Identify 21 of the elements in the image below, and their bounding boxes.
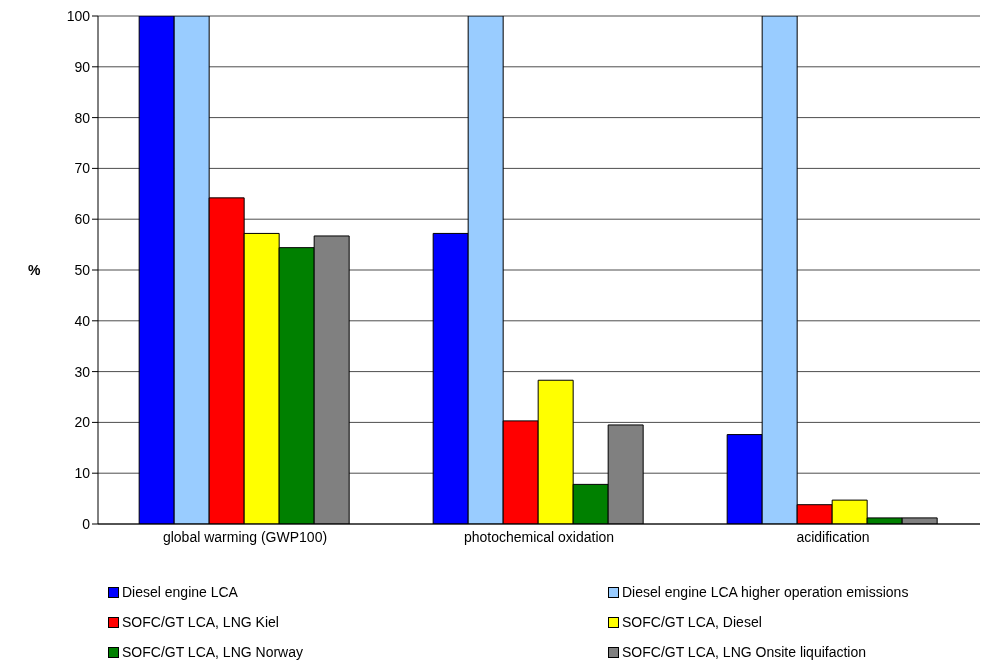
legend-label: Diesel engine LCA higher operation emissions bbox=[622, 584, 909, 600]
y-tick-label: 50 bbox=[74, 261, 91, 278]
x-tick-label: photochemical oxidation bbox=[463, 528, 615, 545]
y-tick-label: 90 bbox=[74, 58, 91, 75]
x-tick-label: acidification bbox=[796, 528, 870, 545]
y-tick-label: 0 bbox=[82, 515, 91, 532]
legend-label: Diesel engine LCA bbox=[122, 584, 238, 600]
legend-label: SOFC/GT LCA, LNG Norway bbox=[122, 644, 304, 660]
y-tick-label: 80 bbox=[74, 109, 91, 126]
legend-label: SOFC/GT LCA, Diesel bbox=[622, 614, 762, 630]
y-tick-label: 40 bbox=[74, 312, 91, 329]
y-tick-label: 10 bbox=[74, 465, 91, 482]
legend-label: SOFC/GT LCA, LNG Kiel bbox=[122, 614, 279, 630]
x-tick-label: global warming (GWP100) bbox=[162, 528, 328, 545]
y-tick-label: 20 bbox=[74, 414, 91, 431]
y-tick-label: 30 bbox=[74, 363, 91, 380]
y-axis-title: % bbox=[28, 261, 41, 278]
legend-label: SOFC/GT LCA, LNG Onsite liquifaction bbox=[622, 644, 867, 660]
y-tick-label: 100 bbox=[66, 7, 91, 24]
y-tick-label: 60 bbox=[74, 211, 91, 228]
y-tick-label: 70 bbox=[74, 160, 91, 177]
